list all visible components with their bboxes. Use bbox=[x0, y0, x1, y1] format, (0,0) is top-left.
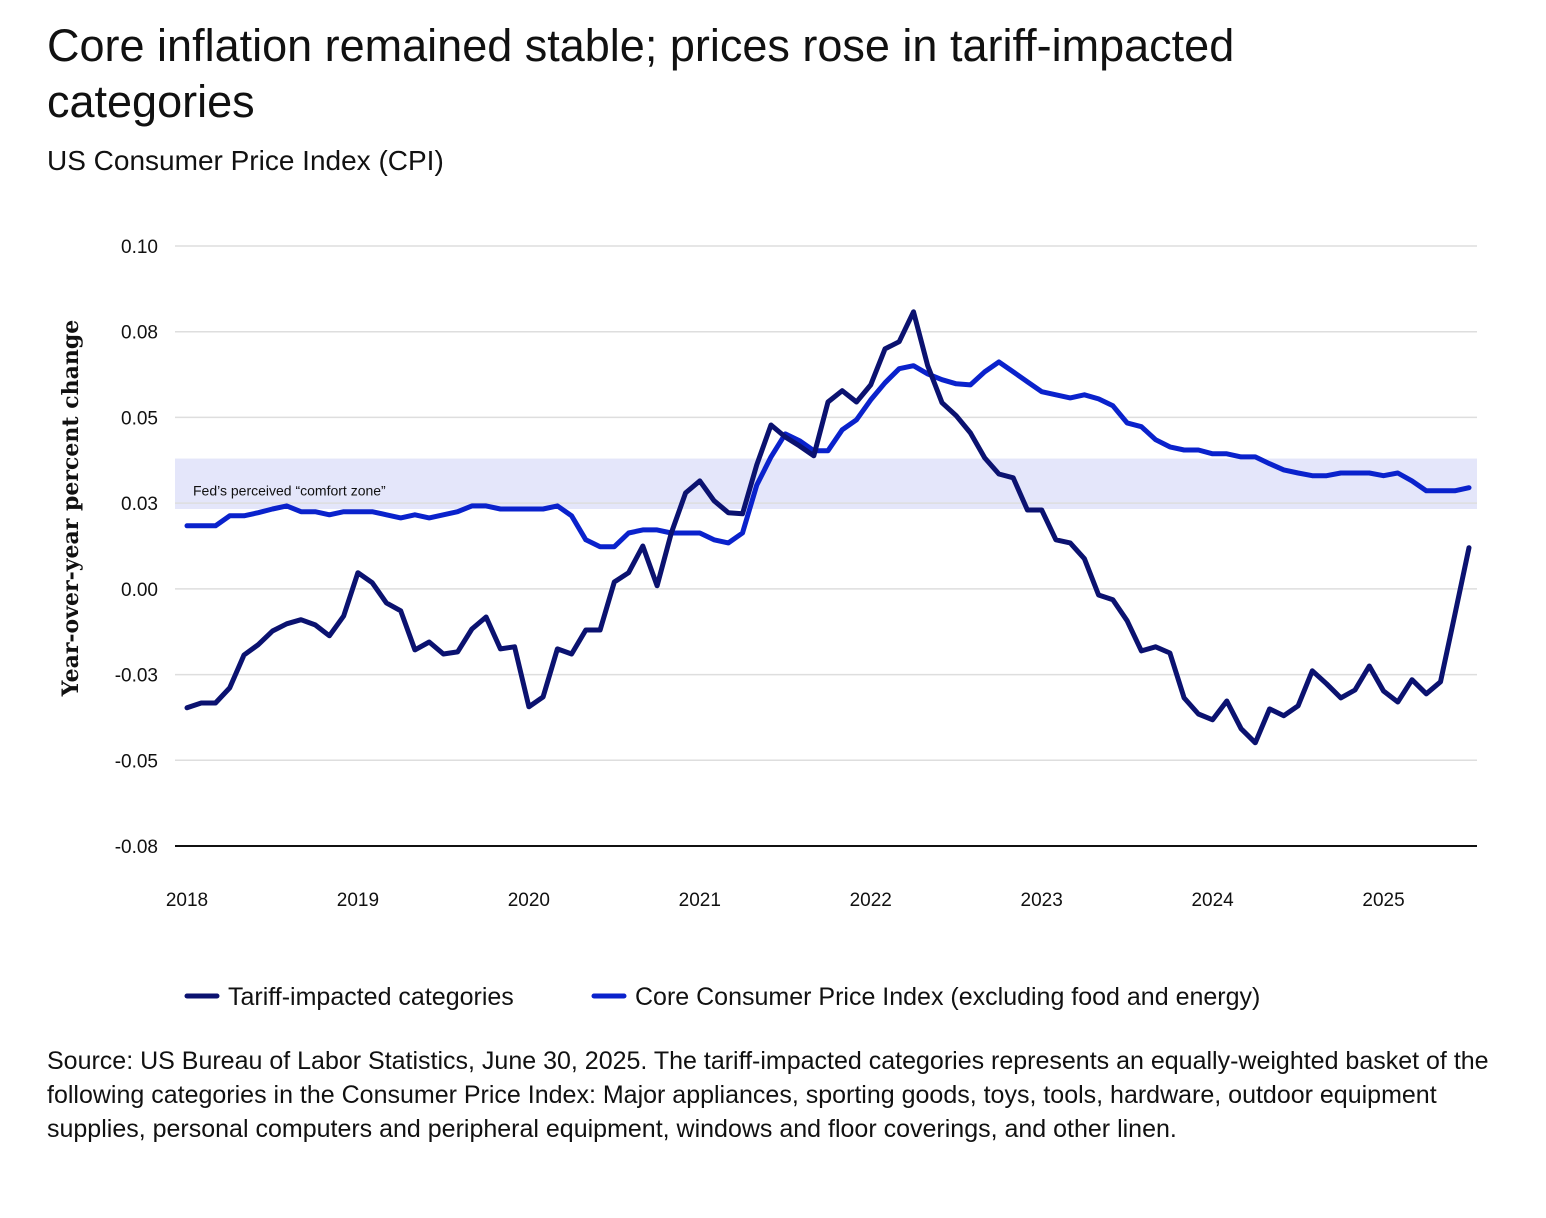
legend-label: Tariff-impacted categories bbox=[228, 983, 514, 1011]
chart-subtitle: US Consumer Price Index (CPI) bbox=[47, 145, 444, 176]
y-tick-label: -0.05 bbox=[115, 751, 158, 772]
x-tick-label: 2020 bbox=[508, 890, 550, 911]
legend-label: Core Consumer Price Index (excluding foo… bbox=[635, 983, 1260, 1011]
y-tick-label: 0.08 bbox=[121, 323, 158, 344]
y-tick-label: -0.03 bbox=[115, 666, 158, 687]
comfort-zone-band bbox=[175, 458, 1477, 509]
y-tick-label: -0.08 bbox=[115, 837, 158, 858]
x-tick-label: 2023 bbox=[1021, 890, 1063, 911]
y-tick-label: 0.00 bbox=[121, 580, 158, 601]
tariff-impacted-line bbox=[184, 309, 1472, 746]
comfort-zone-label: Fed’s perceived “comfort zone” bbox=[193, 483, 386, 499]
x-tick-label: 2025 bbox=[1362, 890, 1404, 911]
x-tick-label: 2019 bbox=[337, 890, 379, 911]
legend: Tariff-impacted categories Core Consumer … bbox=[184, 983, 1260, 1011]
y-tick-label: 0.10 bbox=[121, 237, 158, 258]
y-tick-label: 0.05 bbox=[121, 408, 158, 429]
y-tick-label: 0.03 bbox=[121, 494, 158, 515]
source-footnote: Source: US Bureau of Labor Statistics, J… bbox=[47, 1047, 1489, 1143]
x-tick-label: 2024 bbox=[1191, 890, 1234, 911]
x-tick-label: 2021 bbox=[679, 890, 721, 911]
x-tick-label: 2022 bbox=[850, 890, 892, 911]
chart-title: Core inflation remained stable; prices r… bbox=[47, 20, 1235, 127]
x-tick-label: 2018 bbox=[166, 890, 208, 911]
core-cpi-line bbox=[184, 359, 1472, 550]
y-axis-label: Year-over-year percent change bbox=[58, 320, 84, 697]
